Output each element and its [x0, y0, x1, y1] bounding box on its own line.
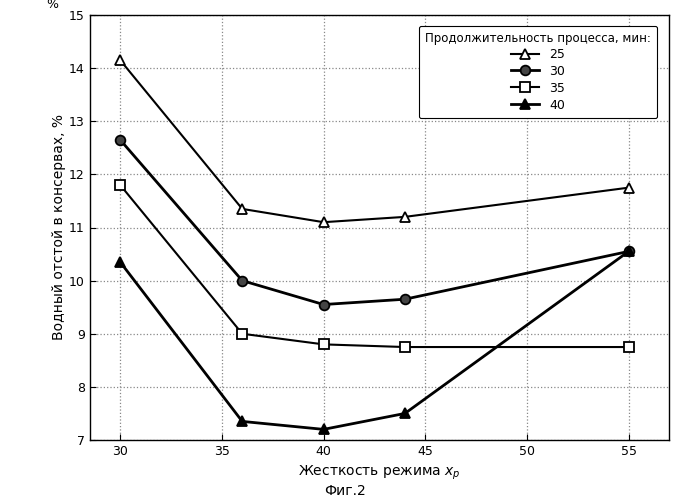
25 [116, 57, 124, 63]
Line: 25: 25 [115, 56, 633, 227]
Text: %: % [46, 0, 58, 10]
40 [624, 248, 633, 254]
25 [401, 214, 409, 220]
Line: 40: 40 [115, 246, 633, 434]
30 [319, 302, 328, 308]
25 [624, 184, 633, 190]
30 [624, 248, 633, 254]
25 [238, 206, 246, 212]
Text: Фиг.2: Фиг.2 [324, 484, 366, 498]
25 [319, 219, 328, 225]
Line: 30: 30 [115, 135, 633, 310]
35 [319, 342, 328, 347]
Line: 35: 35 [115, 180, 633, 352]
Legend: 25, 30, 35, 40: 25, 30, 35, 40 [419, 26, 658, 118]
35 [624, 344, 633, 350]
X-axis label: Жесткость режима $x_{р}$: Жесткость режима $x_{р}$ [298, 464, 461, 481]
Y-axis label: Водный отстой в консервах, %: Водный отстой в консервах, % [52, 114, 66, 340]
40 [116, 259, 124, 265]
35 [238, 331, 246, 337]
30 [116, 137, 124, 143]
30 [401, 296, 409, 302]
35 [401, 344, 409, 350]
40 [319, 426, 328, 432]
35 [116, 182, 124, 188]
40 [401, 410, 409, 416]
40 [238, 418, 246, 424]
30 [238, 278, 246, 283]
